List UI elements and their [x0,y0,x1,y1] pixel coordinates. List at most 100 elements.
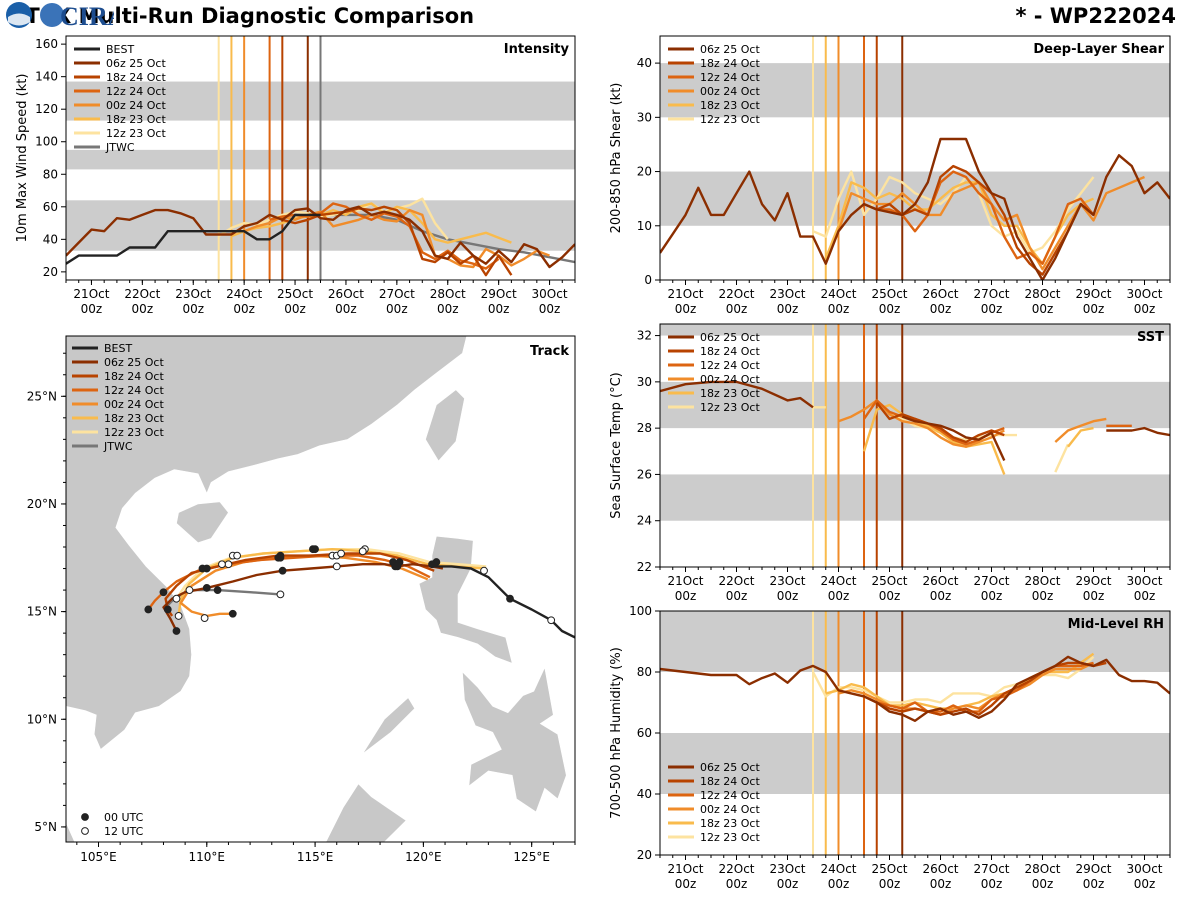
track-marker [393,562,402,571]
legend-label: 06z 25 Oct [104,356,164,369]
series-line [660,137,1170,280]
x-tick-label: 25Oct [871,574,907,588]
x-tick-label: 25Oct [277,287,313,301]
legend-marker [81,813,89,821]
track-marker [337,549,345,558]
series-line [66,205,575,269]
x-tick-sublabel: 00z [81,302,103,316]
legend-label: 12z 23 Oct [700,401,760,414]
x-tick-sublabel: 00z [1032,877,1054,891]
land-mainland [66,336,468,750]
x-tick-label: 25Oct [871,287,907,301]
lon-tick-label: 105°E [80,850,117,864]
track-marker [332,562,341,571]
x-tick-sublabel: 00z [1134,589,1156,603]
legend-label: BEST [104,342,132,355]
track-marker [228,609,237,618]
x-tick-label: 27Oct [973,574,1009,588]
legend-label: 18z 23 Oct [700,99,760,112]
panel-title: Deep-Layer Shear [1033,42,1164,57]
track-marker [159,588,168,597]
y-tick-label: 40 [637,787,652,801]
series-line [901,415,1006,462]
x-tick-label: 28Oct [1024,574,1060,588]
legend-label: 12z 24 Oct [700,789,760,802]
series-line [876,164,1095,276]
x-tick-label: 30Oct [1126,287,1162,301]
track-line [177,548,485,617]
plot-frame [65,335,576,843]
legend-marker [81,827,89,835]
legend-label: 00z 24 Oct [700,85,760,98]
y-axis-label: 200-850 hPa Shear (kt) [609,83,624,234]
x-tick-sublabel: 00z [1083,877,1105,891]
x-tick-label: 22Oct [718,287,754,301]
legend-label: 12z 23 Oct [106,127,166,140]
x-tick-sublabel: 00z [437,302,459,316]
series-group [660,137,1170,280]
legend-label: 12z 24 Oct [104,384,164,397]
shade-band [660,611,1170,672]
shade-band [660,474,1170,521]
x-tick-sublabel: 00z [488,302,510,316]
y-tick-label: 22 [637,560,652,574]
legend-label: JTWC [105,141,135,154]
legend-label: 18z 24 Oct [700,775,760,788]
x-tick-label: 22Oct [124,287,160,301]
track-marker [185,586,194,594]
noaa-wave-icon [8,13,30,26]
track-marker [506,594,514,603]
x-tick-label: 30Oct [1126,574,1162,588]
land-visayas-mindanao [462,666,567,813]
track-marker [278,566,287,575]
x-tick-label: 29Oct [1075,862,1111,876]
track-line [164,552,435,617]
panel-title: Intensity [504,42,570,57]
x-tick-sublabel: 00z [132,302,154,316]
x-tick-label: 30Oct [532,287,568,301]
legend-label: BEST [106,43,134,56]
x-tick-sublabel: 00z [828,589,850,603]
legend-label: 18z 24 Oct [700,57,760,70]
x-tick-sublabel: 00z [1083,302,1105,316]
legend-label: 06z 25 Oct [106,57,166,70]
x-tick-sublabel: 00z [284,302,306,316]
y-tick-label: 28 [637,421,652,435]
x-tick-sublabel: 00z [1134,877,1156,891]
track-marker [200,614,209,622]
series-line [230,202,512,244]
x-tick-label: 29Oct [481,287,517,301]
legend-label: 00z 24 Oct [700,373,760,386]
y-tick-label: 30 [637,110,652,124]
y-tick-label: 30 [637,375,652,389]
x-tick-sublabel: 00z [879,302,901,316]
series-line [838,399,1005,448]
y-tick-label: 100 [35,135,58,149]
legend-label: 12z 23 Oct [104,426,164,439]
x-tick-sublabel: 00z [233,302,255,316]
panel-title: Mid-Level RH [1068,617,1164,632]
lon-tick-label: 120°E [405,850,442,864]
x-tick-label: 29Oct [1075,574,1111,588]
storm-id: * - WP222024 [1015,4,1176,28]
series-line [66,213,321,265]
y-axis-label: 10m Max Wind Speed (kt) [15,74,30,243]
track-marker [202,564,211,573]
series-group [660,380,1170,475]
y-tick-label: 40 [637,56,652,70]
track-marker [144,605,153,614]
track-marker [172,627,181,635]
series-line [1106,426,1170,437]
x-tick-label: 27Oct [379,287,415,301]
y-tick-label: 24 [637,514,652,528]
track-marker [428,560,436,569]
series-line [875,401,1005,444]
track-marker [358,547,367,556]
lat-tick-label: 15°N [27,605,57,619]
legend-label: 18z 24 Oct [106,71,166,84]
x-tick-label: 26Oct [328,287,364,301]
